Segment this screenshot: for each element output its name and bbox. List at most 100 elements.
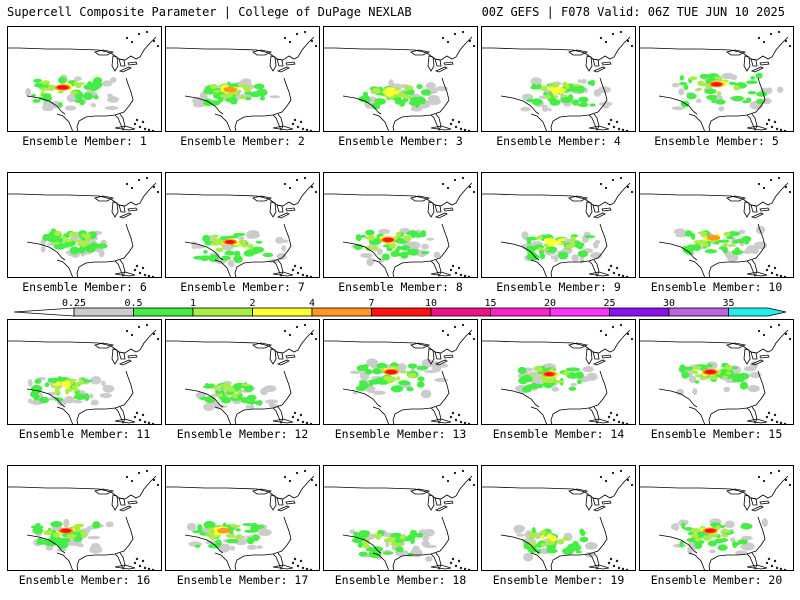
map-outlines — [481, 469, 634, 571]
ensemble-member-label-14: Ensemble Member: 14 — [492, 427, 625, 441]
colorbar-segment-1 — [192, 307, 253, 317]
ensemble-member-label-1: Ensemble Member: 1 — [22, 134, 147, 148]
map-outlines — [481, 30, 634, 132]
ensemble-member-label-10: Ensemble Member: 10 — [650, 280, 783, 294]
ensemble-member-label-9: Ensemble Member: 9 — [496, 280, 621, 294]
ensemble-member-label-17: Ensemble Member: 17 — [176, 573, 309, 587]
ensemble-member-label-5: Ensemble Member: 5 — [654, 134, 779, 148]
ensemble-panel-4 — [481, 26, 636, 132]
ensemble-panel-14 — [481, 319, 636, 425]
map-outlines — [639, 469, 792, 571]
map-1 — [7, 26, 162, 132]
scp-field — [514, 363, 598, 394]
map-outlines — [7, 469, 160, 571]
map-outlines — [165, 323, 318, 425]
ensemble-member-label-4: Ensemble Member: 4 — [496, 134, 621, 148]
map-outlines — [639, 176, 792, 278]
ensemble-panel-17 — [165, 465, 320, 571]
scp-field — [25, 74, 120, 112]
scp-field — [521, 231, 603, 264]
colorbar-tick-label: 10 — [424, 298, 438, 309]
ensemble-member-label-6: Ensemble Member: 6 — [22, 280, 147, 294]
colorbar-tick-label: 15 — [484, 298, 497, 309]
map-6 — [7, 172, 162, 278]
map-outlines — [7, 30, 160, 132]
colorbar-tick-label: 30 — [662, 298, 676, 309]
map-15 — [639, 319, 794, 425]
map-outlines — [7, 176, 160, 278]
ensemble-panel-3 — [323, 26, 478, 132]
ensemble-panel-2 — [165, 26, 320, 132]
ensemble-member-label-11: Ensemble Member: 11 — [18, 427, 151, 441]
ensemble-panel-16 — [7, 465, 162, 571]
ensemble-member-label-2: Ensemble Member: 2 — [180, 134, 305, 148]
map-4 — [481, 26, 636, 132]
ensemble-panel-13 — [323, 319, 478, 425]
colorbar-tick-label: 0.5 — [124, 298, 143, 309]
colorbar-segment-25 — [609, 307, 670, 317]
scp-field — [349, 528, 437, 562]
map-18 — [323, 465, 478, 571]
ensemble-panel-7 — [165, 172, 320, 278]
colorbar-tick-label: 2 — [249, 298, 256, 309]
map-11 — [7, 319, 162, 425]
map-outlines — [639, 323, 792, 425]
colorbar-segment-7 — [371, 307, 432, 317]
colorbar-segment-0.5 — [133, 307, 194, 317]
colorbar-segment-35 — [728, 307, 787, 317]
map-2 — [165, 26, 320, 132]
scp-field — [513, 524, 598, 562]
colorbar-left-arrow — [13, 307, 75, 317]
colorbar-segment-15 — [490, 307, 551, 317]
map-outlines — [481, 323, 634, 425]
map-17 — [165, 465, 320, 571]
ensemble-panel-18 — [323, 465, 478, 571]
colorbar-tick-label: 25 — [603, 298, 616, 309]
ensemble-member-label-18: Ensemble Member: 18 — [334, 573, 467, 587]
colorbar-segment-0.25 — [73, 307, 134, 317]
scp-field — [191, 229, 289, 268]
map-10 — [639, 172, 794, 278]
map-19 — [481, 465, 636, 571]
ensemble-panel-10 — [639, 172, 794, 278]
map-outlines — [639, 30, 792, 132]
colorbar-segment-10 — [430, 307, 491, 317]
map-outlines — [165, 30, 318, 132]
colorbar-tick-label: 35 — [722, 298, 735, 309]
colorbar-tick-label: 7 — [368, 298, 375, 309]
ensemble-panel-15 — [639, 319, 794, 425]
map-12 — [165, 319, 320, 425]
map-outlines — [481, 176, 634, 278]
ensemble-panel-9 — [481, 172, 636, 278]
colorbar-tick-label: 20 — [543, 298, 557, 309]
colorbar-tick-label: 0.25 — [61, 298, 87, 309]
ensemble-member-label-12: Ensemble Member: 12 — [176, 427, 309, 441]
ensemble-member-label-8: Ensemble Member: 8 — [338, 280, 463, 294]
map-outlines — [323, 469, 476, 571]
colorbar-segment-20 — [549, 307, 610, 317]
ensemble-panel-12 — [165, 319, 320, 425]
colorbar-tick-label: 1 — [189, 298, 197, 309]
colorbar-segment-4 — [311, 307, 372, 317]
ensemble-panel-6 — [7, 172, 162, 278]
map-14 — [481, 319, 636, 425]
map-5 — [639, 26, 794, 132]
ensemble-panel-5 — [639, 26, 794, 132]
colorbar-segment-2 — [252, 307, 313, 317]
map-13 — [323, 319, 478, 425]
ensemble-member-label-20: Ensemble Member: 20 — [650, 573, 783, 587]
map-3 — [323, 26, 478, 132]
scp-field — [674, 225, 767, 262]
ensemble-panel-11 — [7, 319, 162, 425]
ensemble-panel-19 — [481, 465, 636, 571]
scp-field — [30, 518, 114, 554]
scp-field — [671, 72, 784, 112]
ensemble-panel-8 — [323, 172, 478, 278]
ensemble-member-label-7: Ensemble Member: 7 — [180, 280, 305, 294]
map-7 — [165, 172, 320, 278]
scp-field — [186, 520, 272, 553]
header-left-title: Supercell Composite Parameter | College … — [7, 5, 412, 19]
colorbar-tick-label: 4 — [308, 298, 316, 309]
ensemble-panel-20 — [639, 465, 794, 571]
